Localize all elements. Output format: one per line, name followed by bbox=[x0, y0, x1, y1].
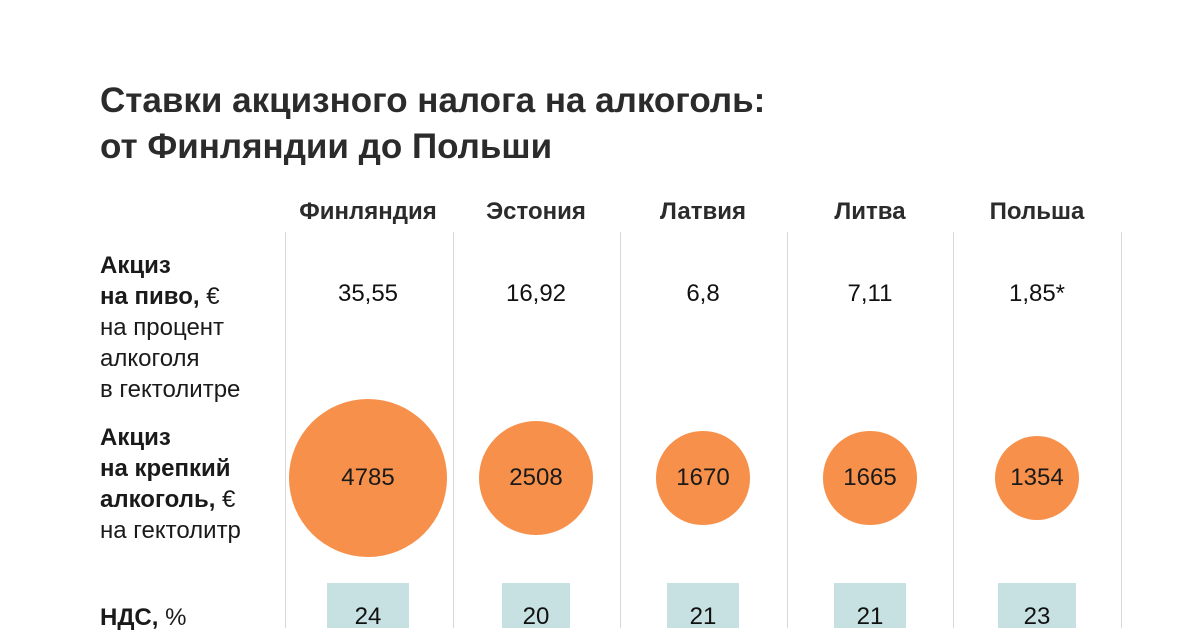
spirits-label-normal-2: € bbox=[215, 486, 236, 513]
column-divider-1 bbox=[453, 232, 454, 628]
vat-value-3: 21 bbox=[856, 603, 884, 630]
vat-label-bold-0: НДС, bbox=[100, 604, 159, 631]
spirits-label-bold-0: Акциз bbox=[100, 424, 171, 451]
vat-label-normal-0: % bbox=[158, 604, 187, 631]
beer-label-line-4: в гектолитре bbox=[100, 374, 240, 405]
title-line-2: от Финляндии до Польши bbox=[100, 127, 553, 166]
country-header-0: Финляндия bbox=[299, 198, 437, 225]
vat-value-0: 24 bbox=[354, 603, 382, 630]
country-header-3: Литва bbox=[834, 198, 906, 225]
spirits-label-line-3: на гектолитр bbox=[100, 515, 241, 546]
column-divider-3 bbox=[787, 232, 788, 628]
beer-label-normal-1: € bbox=[199, 283, 220, 310]
beer-label-line-3: алкоголя bbox=[100, 343, 240, 374]
vat-value-1: 20 bbox=[522, 603, 550, 630]
spirits-label-line-2: алкоголь, € bbox=[100, 484, 241, 515]
beer-value-1: 16,92 bbox=[505, 280, 567, 307]
beer-label-line-2: на процент bbox=[100, 312, 240, 343]
spirits-bubble-3: 1665 bbox=[823, 431, 917, 525]
beer-value-2: 6,8 bbox=[686, 280, 720, 307]
spirits-bubble-1: 2508 bbox=[478, 420, 594, 536]
spirits-value-2: 1670 bbox=[676, 463, 730, 491]
column-divider-5 bbox=[1121, 232, 1122, 628]
spirits-value-1: 2508 bbox=[509, 463, 563, 491]
vat-value-4: 23 bbox=[1023, 603, 1051, 630]
column-divider-0 bbox=[285, 232, 286, 628]
chart-title: Ставки акцизного налога на алкоголь: от … bbox=[100, 78, 765, 170]
vat-value-2: 21 bbox=[689, 603, 717, 630]
spirits-label-bold-1: на крепкий bbox=[100, 455, 231, 482]
country-header-4: Польша bbox=[989, 198, 1085, 225]
spirits-bubble-0: 4785 bbox=[289, 399, 447, 557]
spirits-label-normal-3: на гектолитр bbox=[100, 517, 241, 544]
beer-value-4: 1,85* bbox=[1008, 280, 1066, 307]
row-label-spirits-excise: Акциз на крепкий алкоголь, € на гектолитр bbox=[100, 422, 241, 546]
beer-value-3: 7,11 bbox=[847, 280, 893, 307]
column-divider-4 bbox=[953, 232, 954, 628]
vat-bar-4: 23 bbox=[997, 583, 1077, 630]
row-label-vat: НДС, % bbox=[100, 602, 186, 633]
spirits-label-bold-2: алкоголь, bbox=[100, 486, 216, 513]
beer-label-normal-4: в гектолитре bbox=[100, 376, 241, 403]
row-label-beer-excise: Акциз на пиво, € на процент алкоголя в гекто… bbox=[100, 250, 240, 405]
spirits-bubble-2: 1670 bbox=[656, 431, 750, 525]
vat-bar-3: 21 bbox=[834, 583, 906, 630]
spirits-label-line-1: на крепкий bbox=[100, 453, 241, 484]
title-line-1: Ставки акцизного налога на алкоголь: bbox=[100, 81, 766, 120]
spirits-value-0: 4785 bbox=[341, 464, 395, 491]
spirits-value-3: 1665 bbox=[843, 463, 897, 491]
column-divider-2 bbox=[620, 232, 621, 628]
vat-bar-0: 24 bbox=[327, 583, 409, 630]
spirits-value-4: 1354 bbox=[1010, 463, 1064, 491]
country-header-2: Латвия bbox=[659, 198, 747, 225]
beer-label-line-1: на пиво, € bbox=[100, 281, 240, 312]
beer-label-bold-0: Акциз bbox=[100, 252, 171, 279]
beer-label-line-0: Акциз bbox=[100, 250, 240, 281]
beer-label-bold-1: на пиво, bbox=[100, 283, 200, 310]
spirits-label-line-0: Акциз bbox=[100, 422, 241, 453]
beer-value-0: 35,55 bbox=[337, 280, 399, 307]
spirits-bubble-4: 1354 bbox=[994, 435, 1080, 521]
beer-label-normal-3: алкоголя bbox=[100, 345, 200, 372]
vat-label-line-0: НДС, % bbox=[100, 602, 186, 633]
country-header-1: Эстония bbox=[486, 198, 586, 225]
beer-label-normal-2: на процент bbox=[100, 314, 225, 341]
vat-bar-2: 21 bbox=[667, 583, 739, 630]
vat-bar-1: 20 bbox=[501, 583, 571, 630]
